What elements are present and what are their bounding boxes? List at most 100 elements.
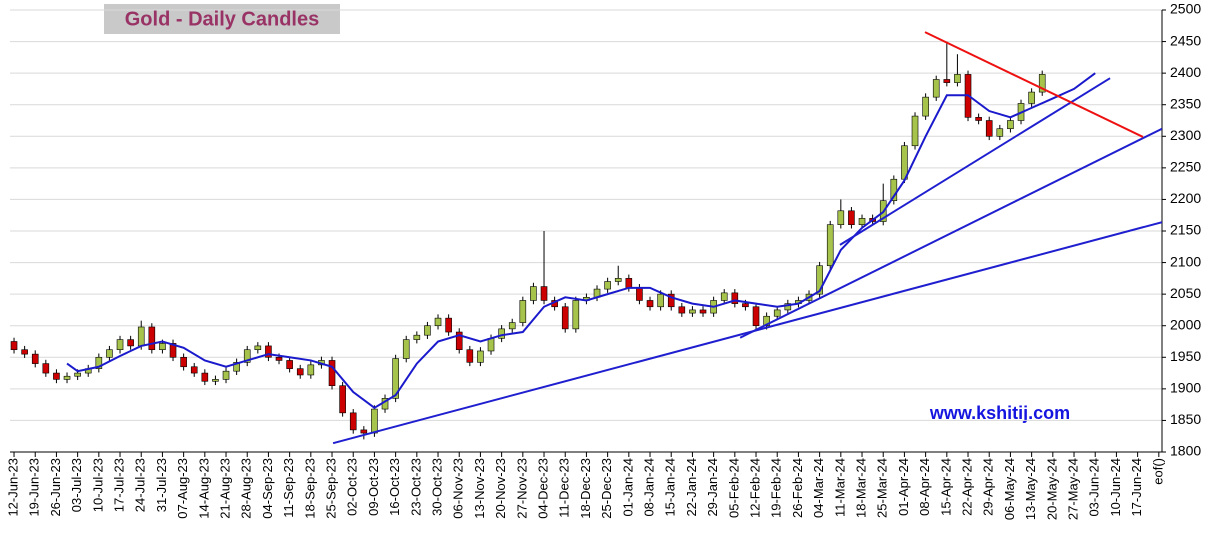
y-tick-label: 2100 bbox=[1170, 253, 1201, 269]
x-tick-label: 16-Oct-23 bbox=[387, 458, 402, 516]
x-tick-label: 23-Oct-23 bbox=[408, 458, 423, 516]
x-tick-label: 27-May-24 bbox=[1065, 458, 1080, 520]
candle-body bbox=[773, 309, 781, 317]
candle-body bbox=[498, 328, 505, 339]
candle-body bbox=[328, 360, 336, 387]
candle-body bbox=[21, 349, 28, 355]
candle-body bbox=[159, 343, 166, 351]
y-tick-label: 2450 bbox=[1170, 32, 1201, 48]
y-tick-label: 2350 bbox=[1170, 95, 1201, 111]
x-tick-label: 17-Jun-24 bbox=[1129, 458, 1144, 517]
candle-body bbox=[339, 385, 346, 414]
x-tick-label: 25-Mar-24 bbox=[875, 458, 890, 518]
candle-body bbox=[646, 300, 654, 308]
candle-body bbox=[625, 278, 633, 289]
y-tick-label: 2200 bbox=[1170, 190, 1201, 206]
x-tick-label: 20-Nov-23 bbox=[493, 458, 508, 519]
candle-body bbox=[445, 317, 452, 333]
candle-body bbox=[371, 408, 378, 434]
y-tick-label: 2050 bbox=[1170, 285, 1201, 301]
candle-body bbox=[349, 412, 357, 431]
y-tick-label: 1800 bbox=[1170, 443, 1201, 459]
trend-line bbox=[739, 127, 1162, 339]
candle-body bbox=[42, 363, 50, 374]
candle-body bbox=[180, 356, 187, 368]
candle-body bbox=[169, 343, 177, 358]
x-tick-label: 04-Dec-23 bbox=[535, 458, 550, 519]
x-tick-label: 09-Oct-23 bbox=[366, 458, 381, 516]
candle-body bbox=[233, 362, 240, 372]
candle-body bbox=[455, 331, 463, 351]
x-tick-label: 04-Mar-24 bbox=[811, 458, 826, 518]
x-tick-label: 17-Jul-23 bbox=[111, 458, 126, 512]
candle-body bbox=[508, 322, 516, 330]
title-box bbox=[104, 4, 340, 34]
candle-body bbox=[265, 345, 272, 358]
plot-area bbox=[10, 31, 1162, 445]
y-tick-label: 2150 bbox=[1170, 222, 1201, 238]
candle-body bbox=[424, 325, 431, 336]
x-tick-label: 11-Sep-23 bbox=[281, 458, 296, 518]
y-tick-label: 2500 bbox=[1170, 1, 1201, 17]
candle-body bbox=[667, 293, 675, 308]
x-tick-label: 18-Dec-23 bbox=[578, 458, 593, 519]
x-tick-label: 10-Jun-24 bbox=[1108, 458, 1123, 517]
candle-body bbox=[148, 326, 156, 351]
x-tick-label: 25-Sep-23 bbox=[323, 458, 338, 519]
x-tick-label: 30-Oct-23 bbox=[429, 458, 444, 516]
x-tick-label: 13-Nov-23 bbox=[472, 458, 487, 519]
candle-body bbox=[540, 286, 548, 301]
x-tick-label: 13-May-24 bbox=[1023, 458, 1038, 520]
candle-body bbox=[699, 309, 707, 314]
x-tick-label: 05-Feb-24 bbox=[726, 458, 741, 518]
candle-body bbox=[413, 334, 421, 340]
x-tick-label: 06-May-24 bbox=[1002, 458, 1017, 520]
candle-body bbox=[752, 306, 760, 327]
candle-body bbox=[392, 358, 399, 399]
candle-body bbox=[985, 120, 993, 137]
candle-body bbox=[678, 306, 686, 314]
candle-body bbox=[996, 128, 1004, 137]
x-tick-label: 11-Mar-24 bbox=[832, 458, 847, 517]
candle-body bbox=[742, 303, 749, 308]
candle-body bbox=[922, 96, 929, 117]
x-tick-label: 28-Aug-23 bbox=[239, 458, 254, 519]
x-tick-label: 19-Feb-24 bbox=[769, 458, 784, 518]
candle-body bbox=[784, 303, 792, 311]
x-tick-label: 12-Jun-23 bbox=[5, 458, 20, 517]
chart-title: Gold - Daily Candles bbox=[125, 8, 319, 30]
x-tick-label: 04-Sep-23 bbox=[260, 458, 275, 519]
x-tick-label: 26-Jun-23 bbox=[48, 458, 63, 517]
candle-body bbox=[53, 372, 60, 380]
x-tick-label: 01-Apr-24 bbox=[896, 458, 911, 516]
x-tick-label: 01-Jan-24 bbox=[620, 458, 635, 517]
candle-body bbox=[212, 379, 219, 382]
candle-body bbox=[689, 309, 696, 314]
x-tick-label: 19-Jun-23 bbox=[27, 458, 42, 517]
x-tick-label: 22-Apr-24 bbox=[959, 458, 974, 516]
annotation: www.kshitij.com bbox=[929, 403, 1070, 423]
candle-body bbox=[106, 349, 113, 358]
candle-body bbox=[816, 265, 823, 295]
candle-body bbox=[858, 218, 866, 225]
candle-body bbox=[222, 370, 230, 380]
candle-body bbox=[487, 338, 495, 352]
x-tick-label: 08-Jan-24 bbox=[641, 458, 656, 517]
y-tick-label: 1900 bbox=[1170, 380, 1201, 396]
x-tick-label: 20-May-24 bbox=[1044, 458, 1059, 520]
candle-body bbox=[1028, 91, 1035, 104]
candle-body bbox=[519, 300, 527, 323]
candle-body bbox=[848, 210, 855, 225]
candle-body bbox=[307, 364, 315, 376]
x-tick-label: 14-Aug-23 bbox=[196, 458, 211, 519]
candle-body bbox=[127, 339, 134, 347]
x-tick-label: 31-Jul-23 bbox=[154, 458, 169, 512]
x-tick-label: 12-Feb-24 bbox=[747, 458, 762, 518]
x-tick-label: 25-Dec-23 bbox=[599, 458, 614, 519]
trend-line bbox=[839, 77, 1111, 246]
candle-body bbox=[243, 349, 251, 363]
candle-body bbox=[63, 375, 71, 380]
x-tick-label: 10-Jul-23 bbox=[90, 458, 105, 512]
candle-body bbox=[477, 350, 484, 363]
